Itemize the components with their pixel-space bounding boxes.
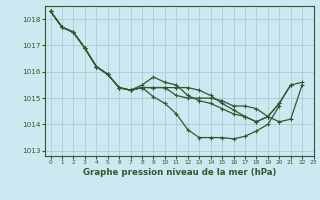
X-axis label: Graphe pression niveau de la mer (hPa): Graphe pression niveau de la mer (hPa) xyxy=(83,168,276,177)
